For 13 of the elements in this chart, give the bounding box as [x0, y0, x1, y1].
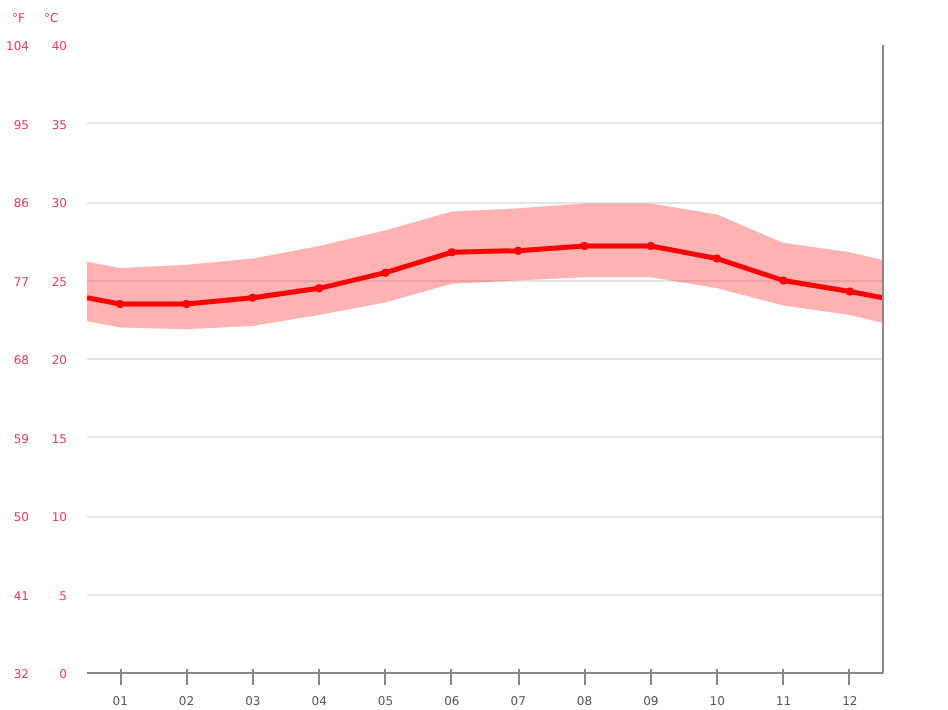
- point: [381, 268, 390, 277]
- point: [514, 246, 523, 255]
- point: [646, 241, 655, 250]
- point: [447, 248, 456, 257]
- line-series: [87, 241, 883, 309]
- point: [248, 293, 257, 302]
- point: [779, 276, 788, 285]
- point: [315, 284, 324, 293]
- point: [713, 254, 722, 263]
- point: [580, 241, 589, 250]
- point: [182, 300, 191, 309]
- point: [116, 300, 125, 309]
- point: [845, 287, 854, 296]
